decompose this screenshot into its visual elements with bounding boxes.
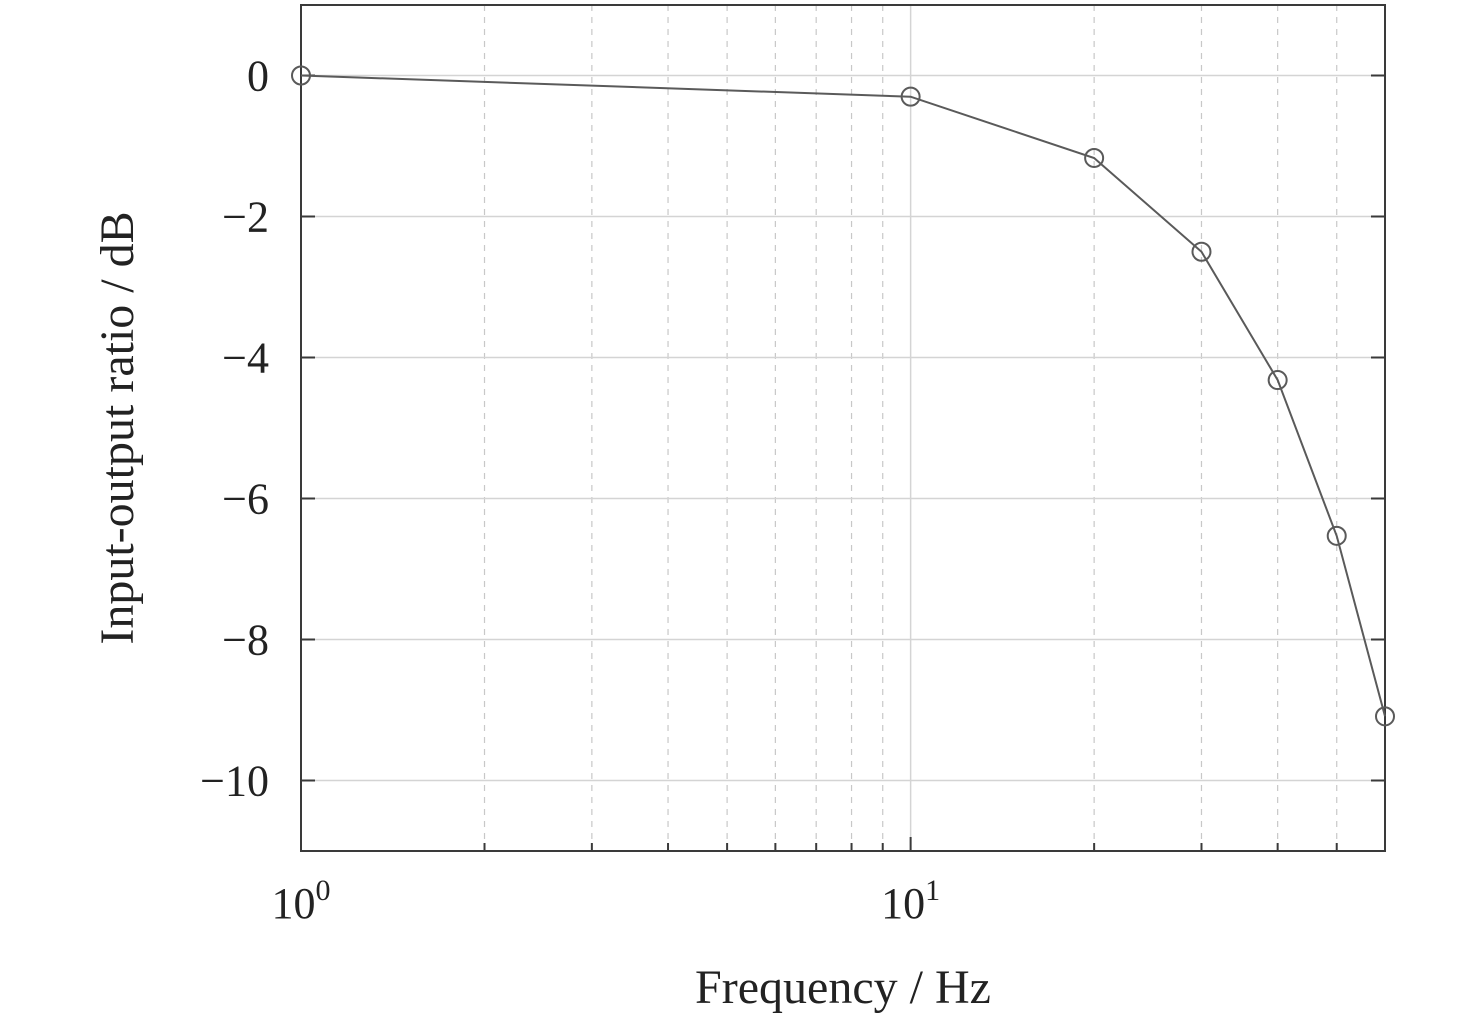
y-tick-label: −4 [222,334,269,383]
data-point [1084,147,1105,168]
data-point [291,65,311,86]
y-tick-label: 0 [247,52,269,101]
data-point [1267,370,1288,391]
series-line [300,74,1386,717]
x-tick-label: 100 [272,874,331,928]
data-point [900,86,921,107]
plot-frame [300,4,1386,852]
data-point [1326,525,1347,546]
x-tick-labels: 100 101 [272,874,941,928]
y-tick-label: −10 [200,757,269,806]
series-group [291,65,1395,727]
data-point [1375,706,1395,727]
x-tick-label: 101 [881,874,940,928]
grid [300,5,1386,851]
x-axis-label: Frequency / Hz [695,961,991,1014]
y-axis-label: Input-output ratio / dB [91,211,144,644]
y-tick-label: −2 [222,193,269,242]
y-tick-label: −6 [222,475,269,524]
data-point [1191,241,1212,262]
y-tick-label: −8 [222,616,269,665]
y-tick-labels: 0 −2 −4 −6 −8 −10 [200,52,269,806]
axis-ticks [300,74,1386,851]
